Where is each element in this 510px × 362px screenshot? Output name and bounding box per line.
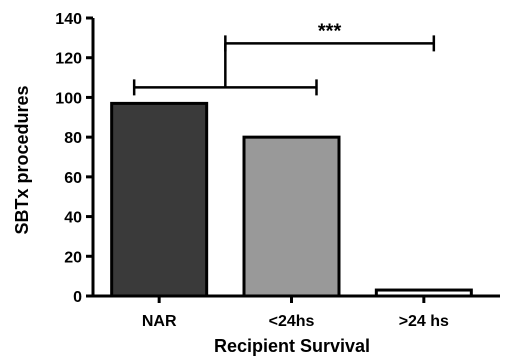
significance-label: *** — [318, 20, 342, 42]
bars — [110, 101, 473, 298]
significance-brackets: *** — [132, 20, 436, 96]
y-tick-label: 100 — [55, 90, 82, 107]
y-tick-label: 40 — [64, 210, 82, 227]
y-tick-label: 20 — [64, 249, 82, 266]
x-tick-label: <24hs — [269, 313, 315, 330]
y-axis: 0 20 40 60 80 100 120 140 — [55, 11, 95, 306]
y-tick-label: 0 — [73, 289, 82, 306]
y-tick-label: 60 — [64, 170, 82, 187]
x-tick-label: NAR — [142, 313, 177, 330]
bar-1 — [242, 135, 341, 298]
x-axis: NAR <24hs >24 hs — [93, 294, 500, 330]
bar-2 — [374, 288, 473, 298]
bar-0 — [110, 101, 209, 298]
y-tick-label: 120 — [55, 51, 82, 68]
y-tick-label: 140 — [55, 11, 82, 28]
y-tick-label: 80 — [64, 130, 82, 147]
x-axis-title: Recipient Survival — [214, 336, 370, 356]
y-axis-title: SBTx procedures — [12, 85, 32, 234]
x-tick-label: >24 hs — [399, 313, 449, 330]
